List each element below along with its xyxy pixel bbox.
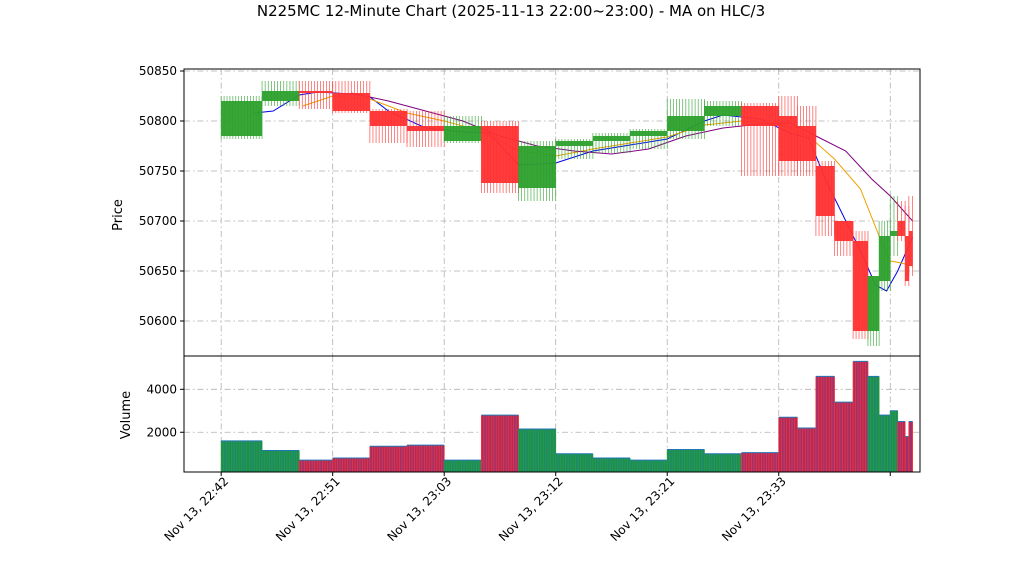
candle-body (444, 126, 482, 141)
candle-body (853, 241, 868, 331)
candle-body (834, 221, 854, 241)
candle-body (879, 236, 891, 281)
candle-body (704, 106, 742, 116)
price-tick-label: 50850 (139, 64, 177, 78)
volume-bar (834, 402, 854, 472)
candle-body (299, 91, 333, 93)
volume-bar (741, 452, 779, 472)
volume-bar (815, 376, 835, 472)
volume-bar (555, 453, 593, 472)
candle-body (481, 126, 519, 183)
volume-bar (630, 460, 668, 472)
price-panel: 50600 50650 50700 50750 50800 50850 Price (111, 64, 921, 357)
volume-bar (890, 410, 898, 472)
candle-body (262, 91, 300, 101)
volume-panel: 2000 4000 Volume (119, 355, 921, 473)
candle-body (908, 231, 913, 266)
candle-body (890, 231, 898, 236)
volume-bar (299, 460, 333, 472)
volume-bar (481, 415, 519, 472)
volume-bar (369, 446, 408, 472)
candle-body (407, 126, 445, 131)
volume-bar (704, 453, 742, 472)
candle-body (815, 166, 835, 216)
volume-bar (262, 450, 300, 472)
volume-bar (592, 458, 631, 472)
candle-body (797, 126, 816, 161)
candle-body (369, 111, 408, 126)
price-tick-label: 50650 (139, 264, 177, 278)
volume-panel-frame (183, 355, 921, 473)
candle-body (592, 136, 631, 141)
volume-bar (332, 458, 370, 472)
candle-body (905, 236, 909, 281)
price-tick-label: 50800 (139, 114, 177, 128)
volume-bar (897, 421, 906, 472)
price-axis-label: Price (111, 199, 126, 231)
volume-tick-label: 4000 (146, 382, 177, 396)
candle-body (667, 116, 705, 131)
candle-body (867, 276, 880, 331)
volume-bar (778, 417, 798, 472)
candle-body (741, 106, 779, 126)
volume-axis-label: Volume (119, 391, 134, 439)
price-tick-label: 50700 (139, 214, 177, 228)
volume-bar (797, 427, 816, 472)
volume-bar (908, 421, 913, 472)
candle-body (555, 141, 593, 146)
volume-bar (667, 449, 705, 472)
volume-bar (518, 429, 556, 472)
candle-body (332, 93, 370, 111)
price-tick-label: 50600 (139, 314, 177, 328)
volume-tick-label: 2000 (146, 425, 177, 439)
chart-title: N225MC 12-Minute Chart (2025-11-13 22:00… (257, 2, 765, 20)
candle-body (897, 221, 906, 236)
candle-body (630, 131, 668, 136)
price-tick-label: 50750 (139, 164, 177, 178)
candle-body (778, 116, 798, 161)
candle-body (518, 146, 556, 188)
volume-bar (444, 460, 482, 472)
volume-bar (905, 436, 909, 472)
volume-bar (407, 445, 445, 472)
candle-body (221, 101, 263, 136)
